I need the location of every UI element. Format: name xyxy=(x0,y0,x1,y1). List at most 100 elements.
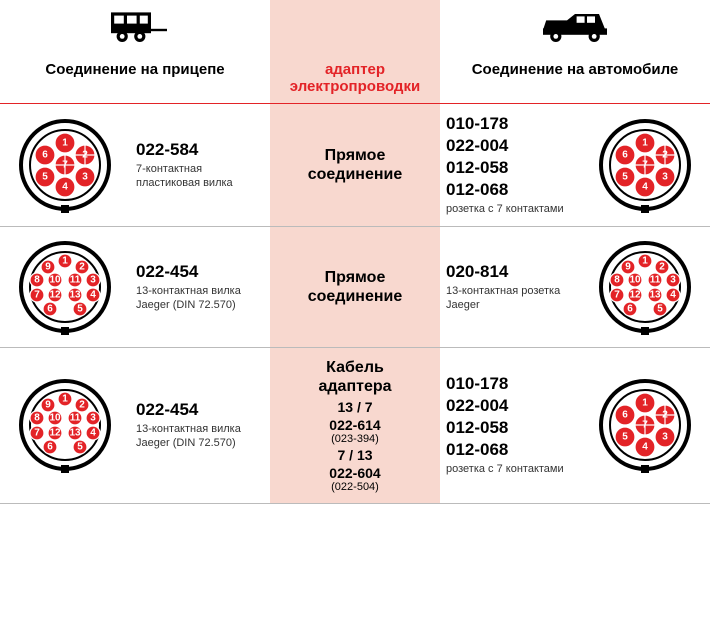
adapter-line: адаптера xyxy=(318,377,391,396)
svg-text:4: 4 xyxy=(62,182,68,193)
adapter-line: 022-614 xyxy=(329,417,380,433)
svg-text:12: 12 xyxy=(49,428,61,439)
svg-text:2: 2 xyxy=(79,400,85,411)
svg-text:1: 1 xyxy=(642,398,648,409)
adapter-line: соединение xyxy=(308,165,403,184)
svg-text:7: 7 xyxy=(642,160,648,171)
part-code: 022-004 xyxy=(446,396,574,416)
svg-text:8: 8 xyxy=(614,275,620,286)
svg-text:6: 6 xyxy=(47,304,53,315)
right-connector-cell: 1 6 2 7 5 3 4 xyxy=(580,104,710,226)
left-connector-cell: 19281031174121365 xyxy=(0,227,130,347)
svg-text:11: 11 xyxy=(70,413,81,424)
svg-text:9: 9 xyxy=(625,262,631,273)
svg-text:12: 12 xyxy=(49,290,61,301)
svg-text:4: 4 xyxy=(90,290,96,301)
part-desc: розетка с 7 контактами xyxy=(446,462,574,476)
svg-text:11: 11 xyxy=(650,275,661,286)
svg-text:4: 4 xyxy=(670,290,676,301)
svg-text:13: 13 xyxy=(69,428,81,439)
svg-text:4: 4 xyxy=(90,428,96,439)
svg-text:10: 10 xyxy=(49,413,61,424)
svg-text:5: 5 xyxy=(657,304,663,315)
svg-text:2: 2 xyxy=(662,150,668,161)
svg-text:5: 5 xyxy=(77,442,83,453)
header-vehicle: Соединение на автомобиле xyxy=(440,53,710,103)
connector-13pin: 19281031174121365 xyxy=(15,375,115,475)
svg-text:7: 7 xyxy=(34,428,40,439)
adapter-cell: Прямоесоединение xyxy=(270,104,440,226)
svg-text:2: 2 xyxy=(659,262,665,273)
connector-7pin: 1 6 2 7 5 3 4 xyxy=(595,115,695,215)
svg-text:6: 6 xyxy=(622,150,628,161)
svg-text:10: 10 xyxy=(49,275,61,286)
adapter-line: Прямое xyxy=(325,146,386,165)
part-desc: 13-контактная розетка Jaeger xyxy=(446,284,574,313)
left-part-cell: 022-45413-контактная вилка Jaeger (DIN 7… xyxy=(130,348,270,502)
part-code: 012-058 xyxy=(446,158,574,178)
car-icon xyxy=(440,0,710,53)
part-desc: 7-контактная пластиковая вилка xyxy=(136,162,264,191)
svg-text:7: 7 xyxy=(34,290,40,301)
adapter-line: (022-504) xyxy=(331,481,379,493)
svg-text:9: 9 xyxy=(45,400,51,411)
svg-text:5: 5 xyxy=(622,432,628,443)
svg-text:7: 7 xyxy=(62,160,68,171)
part-code: 022-584 xyxy=(136,140,264,160)
right-part-cell: 010-178022-004012-058012-068розетка с 7 … xyxy=(440,348,580,502)
svg-text:3: 3 xyxy=(90,413,96,424)
part-code: 010-178 xyxy=(446,114,574,134)
svg-text:2: 2 xyxy=(662,410,668,421)
adapter-cell: Прямоесоединение xyxy=(270,227,440,347)
svg-text:5: 5 xyxy=(77,304,83,315)
svg-text:13: 13 xyxy=(649,290,661,301)
part-code: 010-178 xyxy=(446,374,574,394)
left-part-cell: 022-5847-контактная пластиковая вилка xyxy=(130,104,270,226)
svg-text:8: 8 xyxy=(34,275,40,286)
adapter-line: (023-394) xyxy=(331,433,379,445)
svg-text:3: 3 xyxy=(82,172,88,183)
left-connector-cell: 19281031174121365 xyxy=(0,348,130,502)
svg-text:4: 4 xyxy=(642,442,648,453)
svg-text:4: 4 xyxy=(642,182,648,193)
part-code: 020-814 xyxy=(446,262,574,282)
svg-text:1: 1 xyxy=(62,256,68,267)
svg-text:5: 5 xyxy=(622,172,628,183)
part-code: 022-454 xyxy=(136,262,264,282)
svg-text:7: 7 xyxy=(642,420,648,431)
svg-text:6: 6 xyxy=(42,150,48,161)
adapter-line: Кабель xyxy=(326,358,384,377)
svg-text:2: 2 xyxy=(82,150,88,161)
part-desc: 13-контактная вилка Jaeger (DIN 72.570) xyxy=(136,422,264,451)
adapter-icon-spacer xyxy=(270,0,440,53)
svg-text:3: 3 xyxy=(662,172,668,183)
svg-text:6: 6 xyxy=(622,410,628,421)
left-connector-cell: 1 6 2 7 5 3 4 xyxy=(0,104,130,226)
adapter-cell: Кабельадаптера 13 / 7 022-614(023-394) 7 / … xyxy=(270,348,440,502)
svg-text:1: 1 xyxy=(642,138,648,149)
svg-text:1: 1 xyxy=(642,256,648,267)
adapter-line: Прямое xyxy=(325,268,386,287)
trailer-icon xyxy=(0,0,270,53)
svg-text:12: 12 xyxy=(629,290,641,301)
part-code: 012-058 xyxy=(446,418,574,438)
svg-text:6: 6 xyxy=(47,442,53,453)
part-code: 012-068 xyxy=(446,180,574,200)
right-connector-cell: 19281031174121365 xyxy=(580,227,710,347)
svg-text:1: 1 xyxy=(62,394,68,405)
left-part-cell: 022-45413-контактная вилка Jaeger (DIN 7… xyxy=(130,227,270,347)
adapter-line: 7 / 13 xyxy=(337,447,372,463)
svg-text:1: 1 xyxy=(62,138,68,149)
svg-text:7: 7 xyxy=(614,290,620,301)
right-part-cell: 010-178022-004012-058012-068розетка с 7 … xyxy=(440,104,580,226)
adapter-line: 13 / 7 xyxy=(337,399,372,415)
part-code: 022-454 xyxy=(136,400,264,420)
right-part-cell: 020-81413-контактная розетка Jaeger xyxy=(440,227,580,347)
header-trailer: Соединение на прицепе xyxy=(0,53,270,103)
svg-text:5: 5 xyxy=(42,172,48,183)
svg-text:9: 9 xyxy=(45,262,51,273)
svg-text:13: 13 xyxy=(69,290,81,301)
row-divider xyxy=(0,503,710,504)
part-desc: 13-контактная вилка Jaeger (DIN 72.570) xyxy=(136,284,264,313)
svg-text:3: 3 xyxy=(90,275,96,286)
